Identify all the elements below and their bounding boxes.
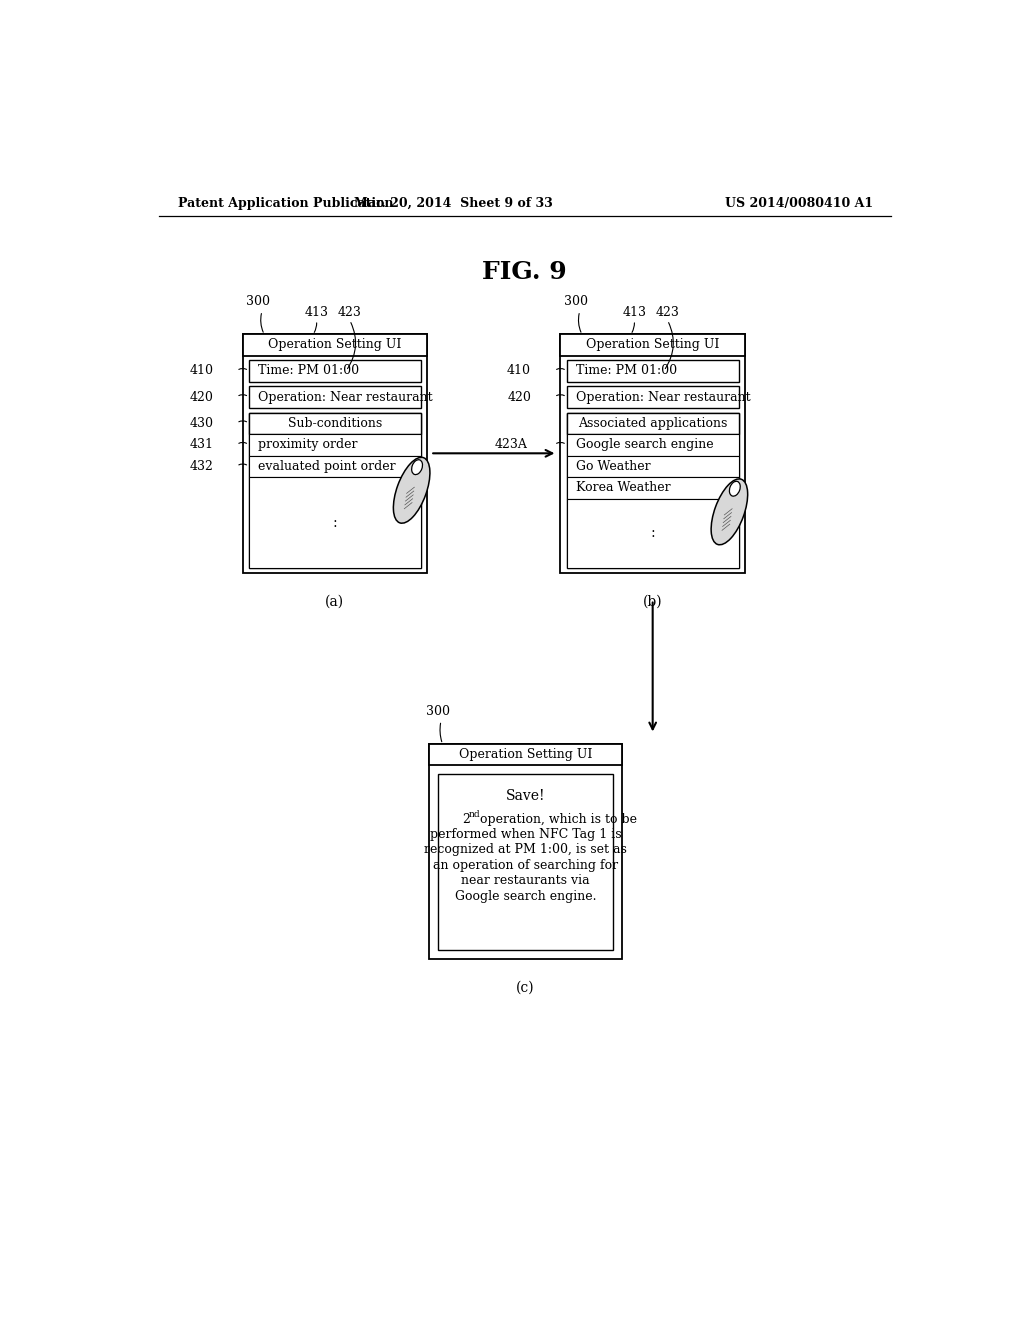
Bar: [566, 413, 738, 434]
Text: 423: 423: [338, 306, 361, 319]
Text: Operation: Near restaurant: Operation: Near restaurant: [575, 391, 751, 404]
Bar: [566, 434, 738, 455]
Text: near restaurants via: near restaurants via: [461, 874, 590, 887]
Text: Operation Setting UI: Operation Setting UI: [459, 748, 592, 760]
Text: 420: 420: [507, 391, 531, 404]
Bar: [566, 413, 738, 568]
Text: 300: 300: [426, 705, 450, 718]
Text: 413: 413: [623, 306, 646, 319]
Text: 300: 300: [564, 296, 588, 308]
Ellipse shape: [711, 479, 748, 545]
Text: Associated applications: Associated applications: [578, 417, 727, 430]
Text: Mar. 20, 2014  Sheet 9 of 33: Mar. 20, 2014 Sheet 9 of 33: [354, 197, 553, 210]
Bar: [249, 387, 421, 408]
Bar: [249, 455, 421, 478]
Bar: [566, 387, 738, 408]
Text: (a): (a): [326, 594, 344, 609]
Text: Sub-conditions: Sub-conditions: [288, 417, 382, 430]
Text: proximity order: proximity order: [258, 438, 357, 451]
Text: operation, which is to be: operation, which is to be: [476, 813, 637, 825]
Text: Operation: Near restaurant: Operation: Near restaurant: [258, 391, 433, 404]
Bar: [560, 334, 744, 573]
Bar: [429, 743, 623, 766]
Text: recognized at PM 1:00, is set as: recognized at PM 1:00, is set as: [424, 843, 627, 857]
Text: FIG. 9: FIG. 9: [482, 260, 567, 284]
Text: Google search engine: Google search engine: [575, 438, 714, 451]
Text: US 2014/0080410 A1: US 2014/0080410 A1: [725, 197, 873, 210]
Text: 430: 430: [189, 417, 213, 430]
Text: Go Weather: Go Weather: [575, 459, 650, 473]
Text: Time: PM 01:00: Time: PM 01:00: [575, 364, 677, 378]
Text: performed when NFC Tag 1 is: performed when NFC Tag 1 is: [430, 828, 622, 841]
Bar: [566, 478, 738, 499]
Text: Operation Setting UI: Operation Setting UI: [268, 338, 401, 351]
Text: 431: 431: [189, 438, 213, 451]
Bar: [560, 334, 744, 355]
Text: 410: 410: [189, 364, 213, 378]
Ellipse shape: [729, 482, 740, 496]
Text: 300: 300: [246, 296, 270, 308]
Bar: [566, 455, 738, 478]
Text: (c): (c): [516, 981, 535, 995]
Text: (b): (b): [643, 594, 663, 609]
Text: Patent Application Publication: Patent Application Publication: [178, 197, 394, 210]
Text: 432: 432: [189, 459, 213, 473]
Text: 410: 410: [507, 364, 531, 378]
Bar: [429, 743, 623, 960]
Ellipse shape: [412, 459, 423, 475]
Bar: [566, 360, 738, 381]
Ellipse shape: [393, 457, 430, 523]
Text: Time: PM 01:00: Time: PM 01:00: [258, 364, 359, 378]
Bar: [249, 413, 421, 434]
Text: 423: 423: [655, 306, 679, 319]
Bar: [566, 499, 738, 568]
Text: 2: 2: [462, 813, 470, 825]
Bar: [243, 334, 427, 573]
Bar: [249, 434, 421, 455]
Text: Operation Setting UI: Operation Setting UI: [586, 338, 720, 351]
Bar: [249, 360, 421, 381]
Text: 420: 420: [189, 391, 213, 404]
Text: Save!: Save!: [506, 789, 546, 803]
Bar: [249, 413, 421, 568]
Text: evaluated point order: evaluated point order: [258, 459, 396, 473]
Text: Korea Weather: Korea Weather: [575, 482, 671, 495]
Text: an operation of searching for: an operation of searching for: [433, 859, 618, 871]
Bar: [249, 478, 421, 568]
Text: 423A: 423A: [495, 438, 528, 451]
Text: :: :: [650, 527, 655, 540]
Text: :: :: [333, 516, 337, 529]
Text: Google search engine.: Google search engine.: [455, 890, 596, 903]
Bar: [438, 775, 613, 950]
Text: 413: 413: [304, 306, 329, 319]
Bar: [243, 334, 427, 355]
Text: nd: nd: [469, 810, 480, 818]
